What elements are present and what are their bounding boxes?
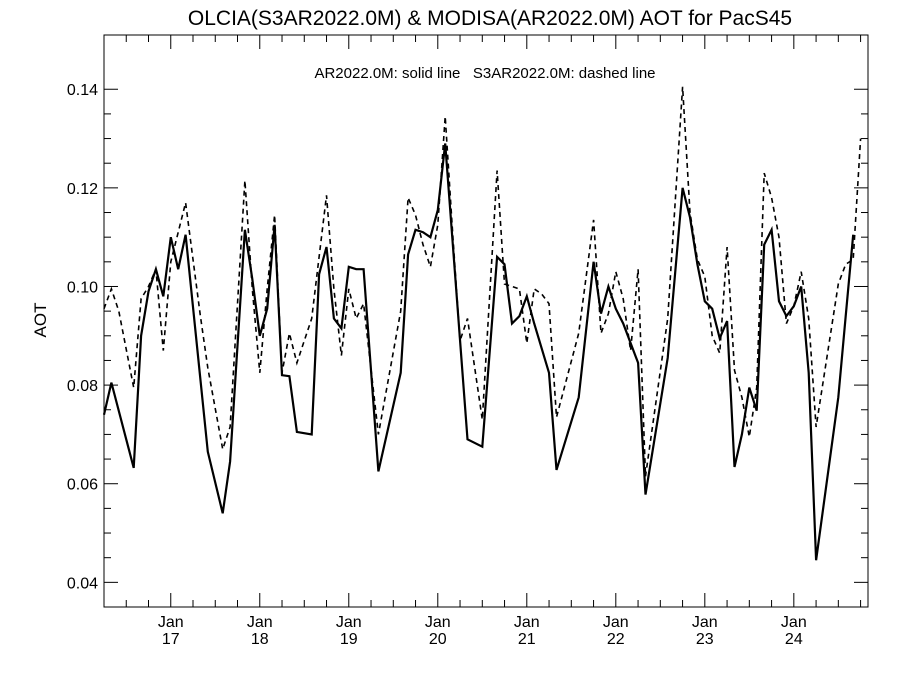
x-tick-label-month: Jan	[603, 614, 629, 631]
x-tick-label-year: 21	[518, 631, 536, 648]
series-line-dashed	[103, 86, 862, 477]
y-tick-label: 0.12	[67, 181, 98, 198]
x-tick-label-month: Jan	[336, 614, 362, 631]
y-tick-label: 0.10	[67, 279, 98, 296]
plot-frame	[103, 34, 869, 608]
chart-title: OLCIA(S3AR2022.0M) & MODISA(AR2022.0M) A…	[188, 7, 792, 30]
axis-ticks	[103, 35, 868, 607]
series-lines	[102, 86, 862, 561]
y-tick-label: 0.04	[67, 575, 98, 592]
x-tick-label-month: Jan	[425, 614, 451, 631]
y-axis-title: AOT	[31, 303, 50, 338]
y-tick-label: 0.06	[67, 477, 98, 494]
x-tick-label-month: Jan	[247, 614, 273, 631]
line-style-annotation: AR2022.0M: solid line S3AR2022.0M: dashe…	[314, 65, 655, 82]
x-tick-label-month: Jan	[692, 614, 718, 631]
y-tick-label: 0.08	[67, 378, 98, 395]
x-tick-label-month: Jan	[158, 614, 184, 631]
x-tick-label-year: 22	[607, 631, 625, 648]
x-tick-label-year: 17	[162, 631, 180, 648]
x-tick-label-year: 24	[785, 631, 803, 648]
x-tick-label-year: 20	[429, 631, 447, 648]
x-tick-label-month: Jan	[514, 614, 540, 631]
tick-labels: 0.040.060.080.100.120.14Jan17Jan18Jan19J…	[67, 82, 807, 648]
series-line-solid	[102, 143, 855, 561]
x-tick-label-year: 19	[340, 631, 358, 648]
x-tick-label-year: 18	[251, 631, 269, 648]
x-tick-label-year: 23	[696, 631, 714, 648]
x-tick-label-month: Jan	[781, 614, 807, 631]
y-tick-label: 0.14	[67, 82, 98, 99]
